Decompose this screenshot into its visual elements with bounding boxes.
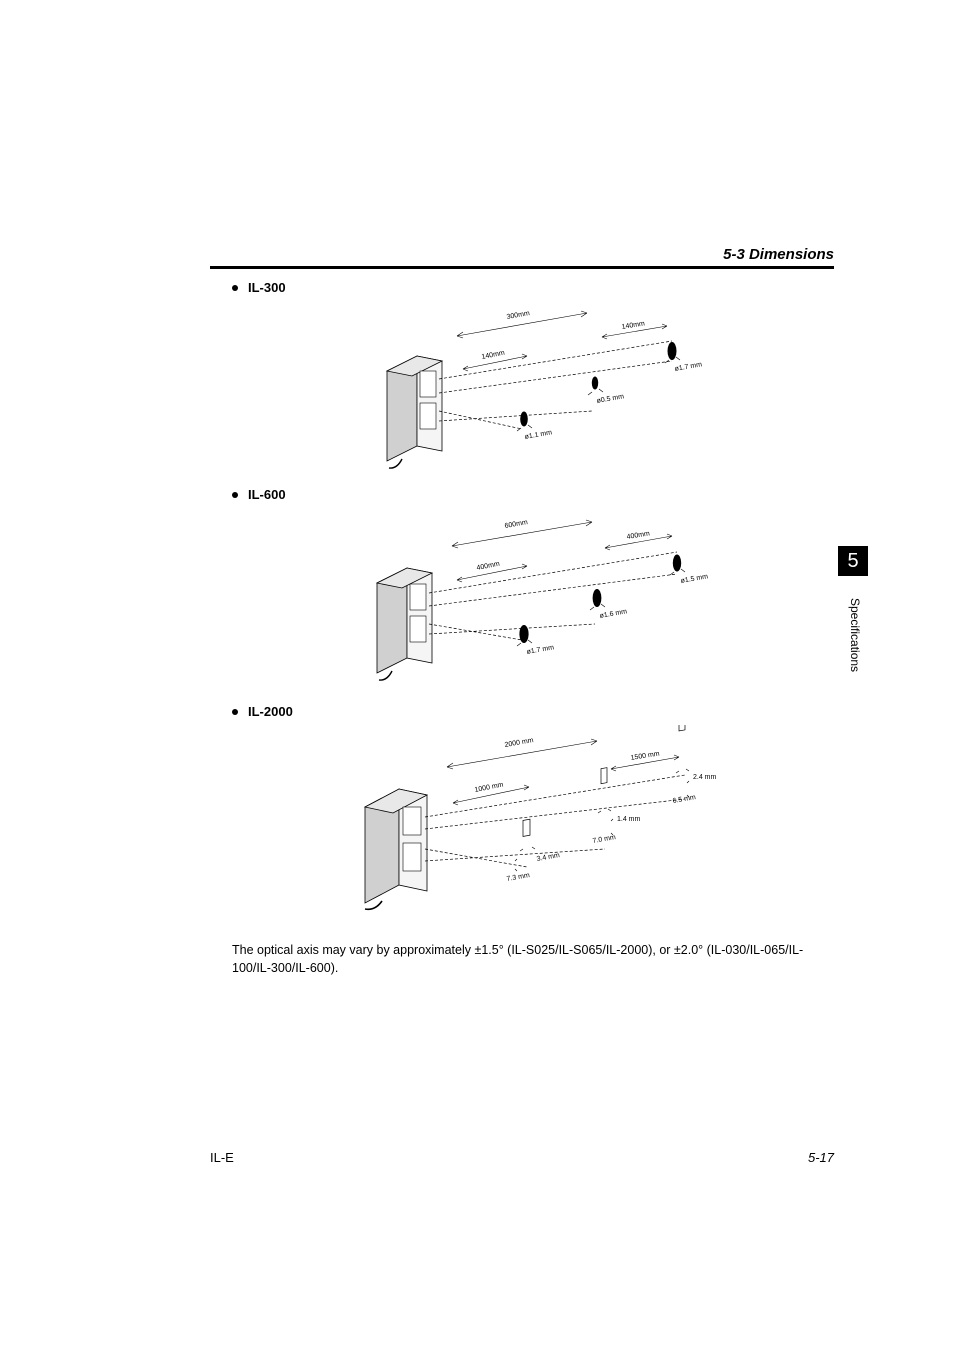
spot-17: ø1.7 mm (674, 361, 703, 373)
dim-1500mm: 1500 mm (630, 750, 660, 762)
rect-65: 6.5 mm (672, 794, 696, 805)
footer-page: 5-17 (808, 1150, 834, 1165)
spot-16: ø1.6 mm (599, 608, 628, 620)
page-footer: IL-E 5-17 (210, 1150, 834, 1165)
model-heading: IL-600 (232, 487, 844, 502)
model-heading: IL-2000 (232, 704, 844, 719)
sensor-body (377, 568, 432, 680)
bullet-icon (232, 285, 238, 291)
model-heading: IL-300 (232, 280, 844, 295)
spot-17b: ø1.7 mm (526, 644, 555, 656)
model-section-il2000: IL-2000 (210, 704, 844, 915)
sensor-body (387, 356, 442, 468)
spot-05: ø0.5 mm (596, 393, 625, 405)
section-header: 5-3 Dimensions (723, 246, 834, 263)
page: 5-3 Dimensions 5 Specifications IL-300 (0, 0, 954, 1350)
rect-70: 7.0 mm (592, 834, 616, 845)
bullet-icon (232, 492, 238, 498)
model-name: IL-600 (248, 487, 286, 502)
dim-140mm-a: 140mm (621, 320, 645, 331)
diagram-il600: 600mm 400mm 400mm ø1.5 mm ø1.6 mm ø1.7 m… (337, 508, 717, 688)
chapter-tab: 5 (838, 546, 868, 576)
rect-73: 7.3 mm (506, 872, 530, 883)
dim-400mm-b: 400mm (476, 561, 500, 572)
optical-axis-note: The optical axis may vary by approximate… (232, 941, 822, 977)
chapter-label: Specifications (848, 598, 862, 672)
diagram-il2000: 2000 mm 1500 mm 1000 mm 2.4 mm 6.5 mm 1.… (327, 725, 727, 915)
model-section-il600: IL-600 (210, 487, 844, 688)
spot-15: ø1.5 mm (680, 573, 709, 585)
model-section-il300: IL-300 (210, 280, 844, 471)
rect-14: 1.4 mm (617, 816, 641, 823)
header-rule (210, 266, 834, 269)
model-name: IL-2000 (248, 704, 293, 719)
dim-600mm: 600mm (504, 519, 528, 530)
diagram-il300: 300mm 140mm 140mm ø1.7 mm ø0.5 mm ø1.1 m… (347, 301, 707, 471)
model-name: IL-300 (248, 280, 286, 295)
dim-2000mm: 2000 mm (504, 737, 534, 749)
dim-300mm: 300mm (506, 310, 530, 321)
rect-24: 2.4 mm (693, 774, 717, 781)
dim-140mm-b: 140mm (481, 350, 505, 361)
footer-doc: IL-E (210, 1150, 234, 1165)
dim-1000mm: 1000 mm (474, 781, 504, 793)
dim-400mm-a: 400mm (626, 530, 650, 541)
bullet-icon (232, 709, 238, 715)
spot-11: ø1.1 mm (524, 429, 553, 441)
sensor-body (365, 789, 427, 909)
